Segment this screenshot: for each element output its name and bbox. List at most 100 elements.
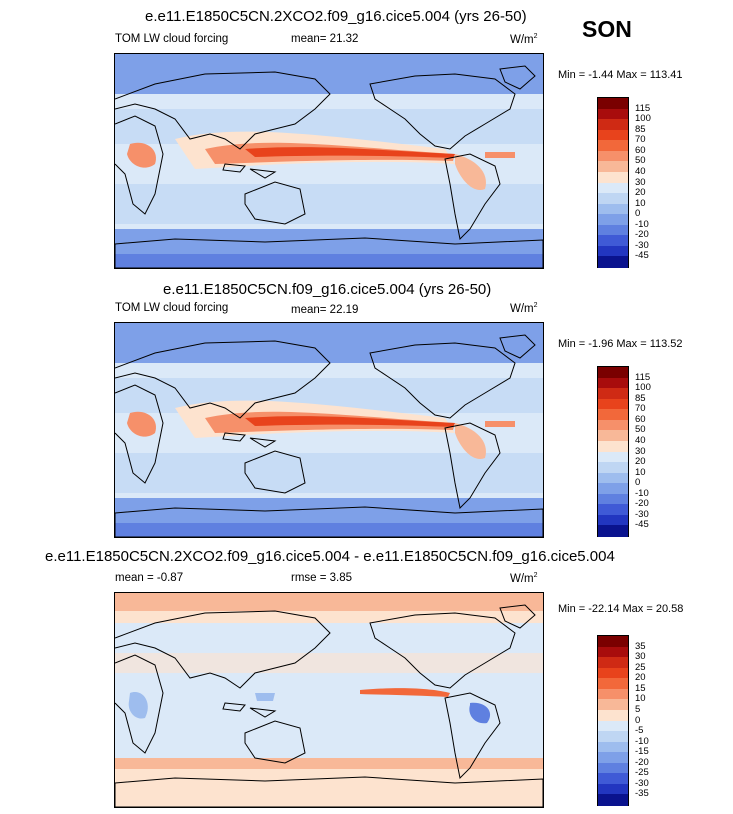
contour-region — [469, 702, 491, 724]
colorbar-swatch — [598, 388, 628, 400]
panel3-title: e.e11.E1850C5CN.2XCO2.f09_g16.cice5.004 … — [45, 548, 615, 565]
colorbar-swatch — [598, 161, 628, 173]
coastline — [499, 604, 536, 629]
panel1-variable-label: TOM LW cloud forcing — [115, 33, 229, 45]
colorbar-swatch — [598, 419, 628, 431]
panel3-units: W/m2 — [510, 572, 538, 585]
colorbar-swatch — [598, 119, 628, 131]
colorbar-swatch — [598, 377, 628, 389]
colorbar-swatch — [598, 783, 628, 795]
coastline — [115, 384, 164, 484]
coastline — [444, 153, 501, 241]
contour-region — [115, 254, 543, 268]
panel3-colorbar: 35 30 25 20 15 10 5 0 -5 -10 -15 -20 -25 -30 -35 — [597, 635, 649, 806]
colorbar-tick-label: 35 — [635, 640, 646, 652]
coastline — [444, 422, 501, 510]
colorbar-swatch — [598, 720, 628, 732]
colorbar-tick-label: -15 — [635, 746, 649, 758]
contour-region — [127, 411, 156, 437]
coastline — [244, 181, 306, 225]
colorbar-tick-label: -10 — [635, 218, 649, 230]
colorbar-swatch — [598, 688, 628, 700]
panel3-minmax: Min = -22.14 Max = 20.58 — [558, 603, 684, 615]
colorbar-tick-label: 50 — [635, 155, 646, 167]
colorbar-swatch — [598, 794, 628, 806]
colorbar-tick-label: 10 — [635, 466, 646, 478]
panel2-minmax: Min = -1.96 Max = 113.52 — [558, 338, 683, 350]
panel1-title: e.e11.E1850C5CN.2XCO2.f09_g16.cice5.004 … — [145, 8, 527, 25]
colorbar-tick-label: 40 — [635, 165, 646, 177]
contour-region — [245, 416, 455, 427]
colorbar-swatch — [598, 762, 628, 774]
coastline — [369, 73, 516, 150]
colorbar-swatch — [598, 504, 628, 516]
colorbar-tick-label: 60 — [635, 144, 646, 156]
colorbar-tick-label: 20 — [635, 187, 646, 199]
contour-region — [115, 769, 543, 807]
map-field — [115, 593, 543, 807]
colorbar-tick-label: 85 — [635, 392, 646, 404]
colorbar-tick-label: 0 — [635, 477, 641, 489]
panel2-units: W/m2 — [510, 302, 538, 315]
colorbar-swatch — [598, 367, 628, 379]
map-field — [115, 54, 543, 268]
panel2-mean-label: mean= 22.19 — [291, 304, 359, 316]
colorbar-tick-label: 70 — [635, 403, 646, 415]
colorbar-tick-label: 10 — [635, 693, 646, 705]
colorbar-tick-label: 20 — [635, 672, 646, 684]
colorbar-tick-label: -20 — [635, 498, 649, 510]
coastline — [222, 702, 277, 718]
colorbar-swatch — [598, 525, 628, 537]
colorbar-tick-label: 60 — [635, 413, 646, 425]
coastline — [369, 612, 516, 689]
contour-region — [245, 147, 455, 158]
colorbar-tick-label: 20 — [635, 456, 646, 468]
coastline — [115, 776, 543, 807]
colorbar-swatch — [598, 483, 628, 495]
coastline — [369, 342, 516, 419]
coastline — [115, 654, 164, 754]
colorbar-swatch — [598, 182, 628, 194]
colorbar-tick-label: 10 — [635, 197, 646, 209]
colorbar-swatch — [598, 214, 628, 226]
panel1-units: W/m2 — [510, 33, 538, 46]
colorbar-tick-label: 0 — [635, 714, 641, 726]
coastline — [499, 334, 536, 359]
colorbar-swatch — [598, 256, 628, 268]
contour-region — [115, 523, 543, 537]
colorbar-swatch — [598, 235, 628, 247]
colorbar-tick-label: -35 — [635, 788, 649, 800]
colorbar-swatch — [598, 462, 628, 474]
colorbar-swatch — [598, 636, 628, 648]
panel3-rmse-label: rmse = 3.85 — [291, 572, 353, 584]
colorbar-tick-label: -20 — [635, 756, 649, 768]
contour-region — [115, 54, 543, 94]
panel1-colorbar: 115 100 85 70 60 50 40 30 20 10 0 -10 -20 -30 -45 — [597, 97, 651, 268]
colorbar-swatch — [598, 472, 628, 484]
colorbar-tick-label: 15 — [635, 682, 646, 694]
contour-region — [360, 688, 450, 697]
colorbar-swatch — [598, 667, 628, 679]
colorbar-swatch — [598, 514, 628, 526]
map-field — [115, 323, 543, 537]
colorbar-tick-label: -30 — [635, 239, 649, 251]
colorbar-swatch — [598, 430, 628, 442]
colorbar-tick-label: 100 — [635, 113, 651, 125]
colorbar-swatch — [598, 451, 628, 463]
colorbar-tick-label: 30 — [635, 176, 646, 188]
colorbar-swatch — [598, 398, 628, 410]
colorbar-tick-label: 25 — [635, 661, 646, 673]
colorbar-tick-label: -10 — [635, 487, 649, 499]
colorbar-tick-label: -45 — [635, 250, 649, 262]
contour-region — [255, 693, 275, 701]
colorbar-swatch — [598, 129, 628, 141]
colorbar-tick-label: 40 — [635, 434, 646, 446]
colorbar-swatch — [598, 203, 628, 215]
colorbar-tick-label: 30 — [635, 651, 646, 663]
colorbar-tick-label: -25 — [635, 767, 649, 779]
coastline — [115, 610, 331, 689]
panel3-map — [114, 592, 544, 808]
colorbar-swatch — [598, 193, 628, 205]
panel2-title: e.e11.E1850C5CN.f09_g16.cice5.004 (yrs 2… — [163, 281, 492, 298]
contour-region — [128, 692, 148, 719]
